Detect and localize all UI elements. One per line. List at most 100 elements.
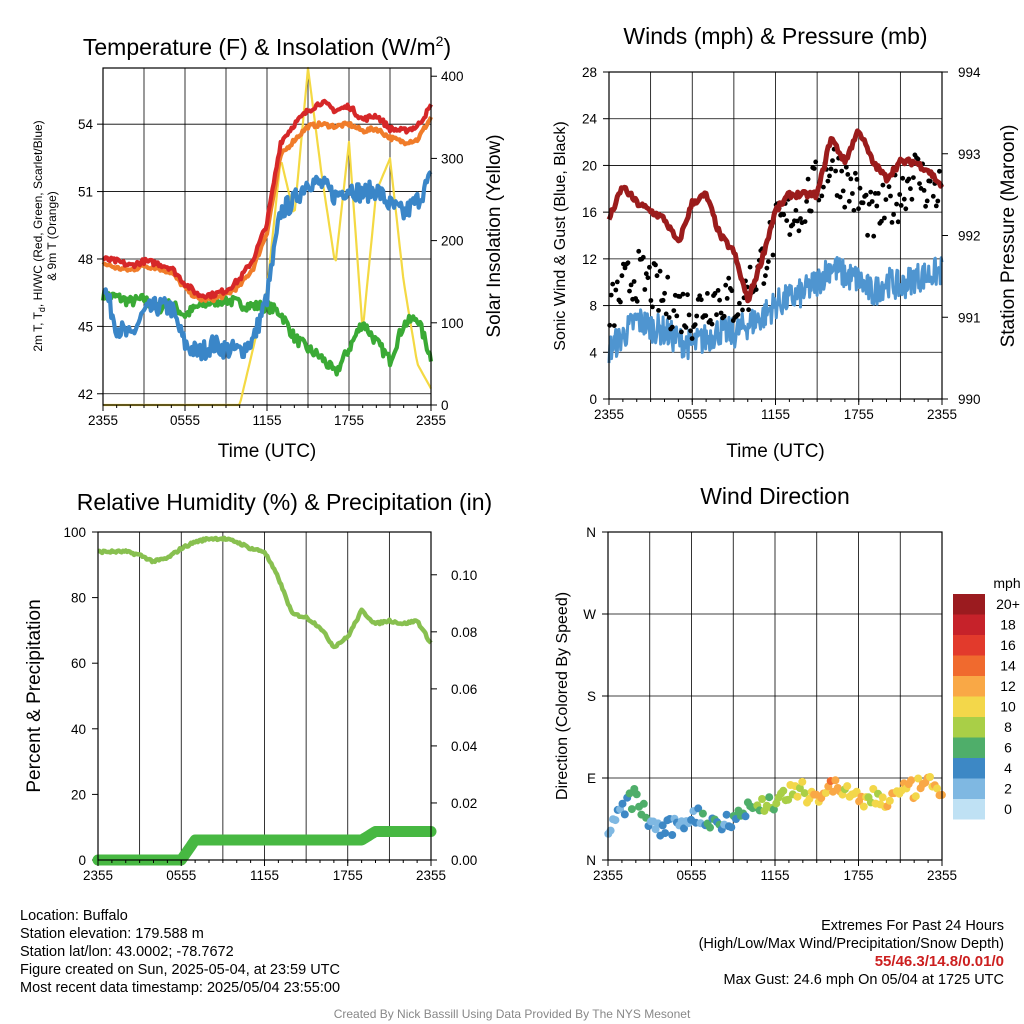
direction-point	[859, 802, 868, 811]
gust-point	[930, 193, 936, 199]
direction-point	[926, 773, 934, 781]
gust-point	[735, 312, 741, 318]
y-tick-label: 51	[78, 185, 93, 200]
figure-created: Figure created on Sun, 2025-05-04, at 23…	[20, 962, 340, 978]
x-tick-label: 1755	[844, 407, 874, 422]
gust-point	[790, 222, 796, 228]
gust-point	[650, 304, 655, 310]
gust-point	[811, 166, 817, 171]
y-axis-label: Direction (Colored By Speed)	[554, 592, 571, 800]
gust-point	[703, 313, 709, 319]
direction-point	[911, 792, 920, 801]
y-right-axis-label: Solar Insolation (Yellow)	[484, 134, 505, 337]
gust-point	[927, 178, 933, 184]
legend-swatch	[953, 799, 985, 820]
x-tick-label: 0555	[170, 413, 200, 428]
gust-point	[640, 254, 646, 260]
winds-title: Winds (mph) & Pressure (mb)	[623, 23, 927, 49]
direction-point	[620, 810, 629, 819]
legend-swatch	[953, 655, 985, 676]
y-tick-label: N	[586, 525, 596, 540]
legend-label: 14	[1000, 658, 1016, 674]
direction-point	[627, 805, 636, 814]
x-tick-label: 0555	[676, 868, 706, 883]
gust-point	[924, 198, 930, 204]
gust-point	[868, 189, 874, 195]
gust-point	[718, 310, 724, 316]
temperature-series-line	[102, 98, 433, 300]
y-right-tick-label: 991	[958, 310, 981, 325]
y-tick-label: 20	[582, 158, 597, 173]
gust-point	[845, 172, 851, 177]
gust-point	[804, 199, 809, 204]
gust-point	[721, 313, 727, 319]
gust-point	[819, 193, 825, 199]
gust-point	[933, 203, 939, 209]
gust-point	[798, 216, 803, 221]
gust-point	[781, 212, 787, 218]
y-axis-label: 2m T, Td, HI/WC (Red, Green, Scarlet/Blu…	[31, 120, 47, 351]
x-tick-label: 1155	[250, 868, 279, 883]
direction-point	[784, 795, 793, 804]
legend-swatch	[953, 635, 985, 656]
y-right-tick-label: 100	[441, 316, 464, 331]
gust-point	[837, 194, 843, 200]
y-tick-label: 80	[71, 591, 86, 606]
legend-swatch	[953, 717, 985, 738]
gust-point	[908, 186, 913, 192]
humidity-panel: 0 20 40 60 80 100 0.00 0.02 0.04 0.06 0.08 0.10 2355…	[24, 489, 492, 883]
y-axis-label: Percent & Precipitation	[24, 599, 45, 792]
gust-point	[642, 287, 648, 292]
humidity-title: Relative Humidity (%) & Precipitation (i…	[77, 489, 492, 515]
gust-point	[903, 206, 909, 212]
legend-label: 20+	[996, 596, 1020, 612]
gust-point	[879, 218, 884, 224]
x-tick-label: 1755	[333, 868, 363, 883]
legend-swatch	[953, 758, 985, 779]
direction-point	[821, 788, 830, 797]
y-tick-label: N	[586, 853, 596, 868]
direction-point	[852, 787, 861, 796]
direction-point	[680, 824, 688, 833]
legend-label: 2	[1004, 781, 1012, 797]
y-right-tick-label: 0.10	[451, 568, 477, 583]
direction-point	[765, 793, 774, 802]
gust-point	[663, 311, 669, 317]
gust-point	[627, 288, 632, 294]
direction-point	[632, 790, 641, 799]
x-tick-label: 2355	[594, 407, 624, 422]
gust-point	[645, 275, 651, 281]
gust-point	[882, 215, 887, 221]
gust-point	[698, 297, 704, 303]
legend-label: 12	[1000, 678, 1016, 694]
gust-point	[608, 292, 614, 298]
gust-point	[610, 281, 616, 287]
x-tick-label: 0555	[677, 407, 707, 422]
x-tick-label: 2355	[88, 413, 118, 428]
x-tick-label: 2355	[416, 413, 446, 428]
gust-point	[839, 168, 845, 174]
direction-point	[933, 784, 942, 793]
winds-panel: 0 4 8 12 16 20 24 28 990 991 992 993 994 2355 0555 1155…	[552, 23, 1019, 462]
x-tick-label: 1155	[760, 868, 789, 883]
gust-point	[656, 308, 661, 313]
gust-point	[764, 265, 770, 271]
gust-point	[827, 173, 832, 179]
legend-swatch	[953, 614, 985, 635]
gust-point	[897, 192, 903, 197]
x-tick-label: 1155	[761, 407, 790, 422]
direction-point	[885, 796, 894, 805]
y-right-tick-label: 990	[958, 392, 981, 407]
y-tick-label: 28	[582, 65, 597, 80]
y-right-tick-label: 0.06	[451, 682, 477, 697]
y-tick-label: 42	[78, 387, 93, 402]
gust-point	[619, 273, 625, 279]
direction-point	[722, 810, 731, 819]
gust-point	[705, 291, 710, 296]
gust-point	[813, 159, 819, 165]
y-axis-label-line2: & 9m T (Orange)	[45, 191, 59, 281]
gust-point	[662, 290, 667, 296]
temperature-series-line	[101, 116, 433, 304]
legend-title: mph	[993, 575, 1020, 591]
x-tick-label: 2355	[416, 868, 446, 883]
